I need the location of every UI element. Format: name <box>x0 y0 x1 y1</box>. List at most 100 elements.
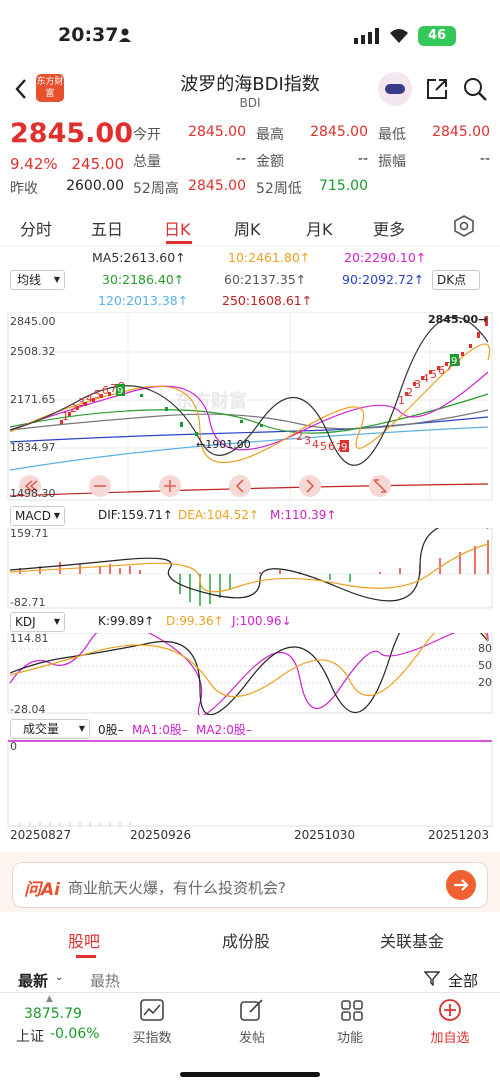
change-percent: 9.42% <box>10 155 58 173</box>
axis-v4: 1834.97 <box>10 441 56 454</box>
ma90-legend: 90:2092.72↑ <box>342 272 425 287</box>
filter-all[interactable]: 全部 <box>448 972 479 990</box>
plus-circle-icon[interactable] <box>438 998 462 1022</box>
prev-close-value: 2600.00 <box>66 178 124 194</box>
index-change[interactable]: -0.06% <box>50 1026 100 1042</box>
svg-text:7: 7 <box>336 441 343 454</box>
high-label: 最高 <box>256 127 284 143</box>
prev-close-label: 昨收 <box>10 181 38 197</box>
ma250-legend: 250:1608.61↑ <box>222 293 313 308</box>
forum-tab-indicator <box>76 955 96 958</box>
macd-select-label: MACD <box>15 509 51 523</box>
tab-more[interactable]: 更多 <box>373 220 406 239</box>
tab-five-day[interactable]: 五日 <box>91 220 124 239</box>
volume-select-label: 成交量 <box>23 722 60 736</box>
nav-add-watchlist[interactable]: 加自选 <box>430 1031 470 1046</box>
volume-axis-zero: 0 <box>10 740 17 753</box>
volume-select[interactable]: 成交量 ▼ <box>10 719 90 739</box>
tab-intraday[interactable]: 分时 <box>20 220 53 239</box>
ma10-legend: 10:2461.80↑ <box>228 250 311 265</box>
caret-up-icon: ▲ <box>46 994 53 1004</box>
high-value: 2845.00 <box>310 124 368 140</box>
status-bar: 20:37 46 <box>0 0 500 60</box>
date-label-3: 20251030 <box>294 828 356 842</box>
svg-text:5: 5 <box>430 368 437 381</box>
kdj-level-20: 20 <box>478 676 492 689</box>
kdj-j: J:100.96↓ <box>232 614 292 628</box>
volume-ma2: MA2:0股– <box>196 723 252 737</box>
volume-value: -- <box>235 151 246 167</box>
date-label-2: 20250926 <box>130 828 192 842</box>
ai-search-box[interactable] <box>12 862 488 908</box>
svg-text:2: 2 <box>70 402 77 415</box>
volume-chart <box>7 740 493 827</box>
index-value[interactable]: 3875.79 <box>24 1006 82 1022</box>
ma20-legend: 20:2290.10↑ <box>344 250 427 265</box>
amount-label: 金额 <box>256 154 284 170</box>
w52-low-label: 52周低 <box>256 181 302 197</box>
macd-axis-bottom: -82.71 <box>10 596 46 609</box>
amplitude-label: 振幅 <box>378 154 406 170</box>
axis-v3: 2171.65 <box>10 393 56 406</box>
edit-icon[interactable] <box>240 999 264 1021</box>
chevron-down-icon: ⌄ <box>55 972 64 983</box>
home-indicator <box>180 1072 320 1077</box>
assistant-avatar[interactable] <box>378 72 412 106</box>
tab-constituents[interactable]: 成份股 <box>222 932 271 951</box>
amount-value: -- <box>357 151 368 167</box>
kdj-axis-bottom: -28.04 <box>10 703 46 716</box>
filter-icon[interactable] <box>424 970 440 986</box>
open-value: 2845.00 <box>188 124 246 140</box>
indicator-select[interactable]: 均线 ▼ <box>10 270 65 290</box>
svg-text:9: 9 <box>117 386 123 397</box>
svg-text:4: 4 <box>422 372 429 385</box>
svg-text:3: 3 <box>78 396 85 409</box>
svg-text:5: 5 <box>94 388 101 401</box>
change-amount: 245.00 <box>71 155 125 173</box>
kdj-select[interactable]: KDJ ▼ <box>10 612 65 632</box>
bottom-nav <box>0 992 500 1087</box>
back-icon[interactable] <box>14 78 28 100</box>
sort-latest[interactable]: 最新 <box>18 972 49 990</box>
dk-point-button[interactable]: DK点 <box>432 270 480 290</box>
svg-text:6: 6 <box>328 440 335 453</box>
svg-text:1: 1 <box>398 394 405 407</box>
settings-icon[interactable] <box>453 215 475 237</box>
nav-functions[interactable]: 功能 <box>336 1031 363 1046</box>
volume-value-label: 0股– <box>98 723 124 737</box>
svg-text:9: 9 <box>341 442 347 453</box>
signal-icon <box>354 28 379 44</box>
tab-related-funds[interactable]: 关联基金 <box>380 932 445 951</box>
indicator-select-label: 均线 <box>17 273 42 287</box>
high-marker: 2845.00→ <box>428 313 488 326</box>
share-icon[interactable] <box>424 76 450 102</box>
tab-forum[interactable]: 股吧 <box>68 932 101 951</box>
ma30-legend: 30:2186.40↑ <box>102 272 185 287</box>
svg-text:7: 7 <box>446 360 453 373</box>
kdj-axis-top: 114.81 <box>10 632 49 645</box>
nav-post[interactable]: 发帖 <box>238 1031 265 1046</box>
page-title: 波罗的海BDI指数 <box>180 74 320 95</box>
grid-icon[interactable] <box>340 999 364 1021</box>
low-marker: ←1901.00 <box>196 438 251 451</box>
axis-v2: 2508.32 <box>10 345 56 358</box>
tab-monthly-k[interactable]: 月K <box>306 220 333 239</box>
ai-send-button[interactable] <box>446 870 476 900</box>
date-label-1: 20250827 <box>10 828 72 842</box>
search-icon[interactable] <box>462 76 488 102</box>
ma60-legend: 60:2137.35↑ <box>224 272 307 287</box>
nav-buy-index[interactable]: 买指数 <box>132 1031 172 1046</box>
index-name[interactable]: 上证 <box>16 1029 44 1045</box>
tab-daily-k[interactable]: 日K <box>164 220 191 239</box>
svg-text:1: 1 <box>62 410 69 423</box>
wifi-icon <box>390 29 408 43</box>
sort-hot[interactable]: 最热 <box>90 972 121 990</box>
volume-ma1: MA1:0股– <box>132 723 188 737</box>
chart-icon[interactable] <box>140 999 164 1021</box>
tab-weekly-k[interactable]: 周K <box>234 220 261 239</box>
kdj-select-label: KDJ <box>15 615 36 629</box>
kdj-k: K:99.89↑ <box>98 614 155 628</box>
svg-text:4: 4 <box>312 438 319 451</box>
macd-select[interactable]: MACD ▼ <box>10 506 65 526</box>
